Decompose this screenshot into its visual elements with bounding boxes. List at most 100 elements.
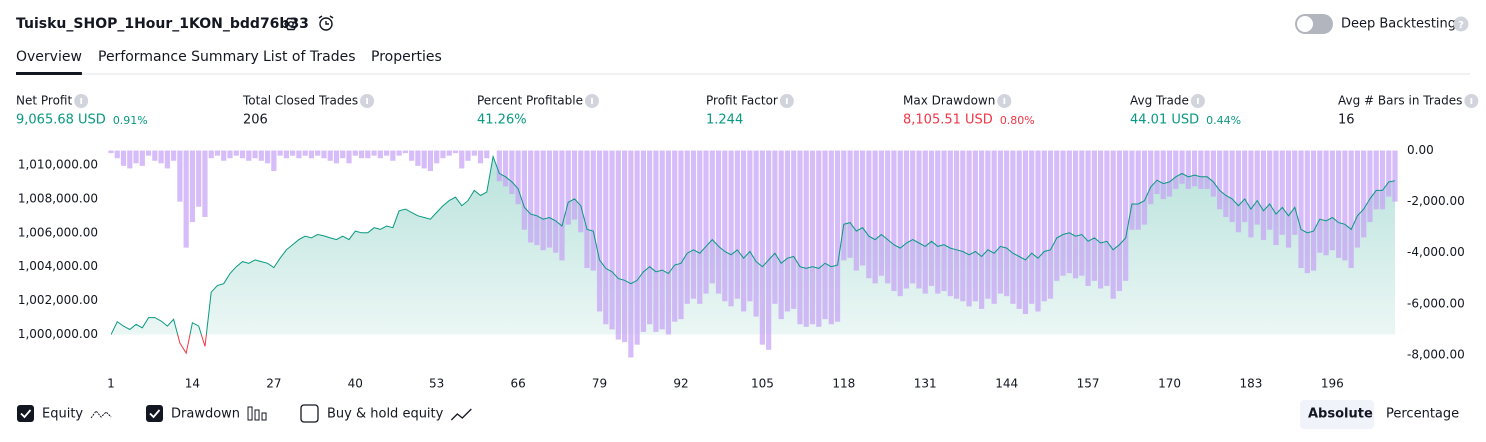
info-icon-dot [1197,98,1199,104]
drawdown-bar [910,150,916,284]
drawdown-bar [1329,150,1335,251]
x-tick-label: 157 [1077,377,1100,391]
tab[interactable]: Overview [16,49,82,65]
drawdown-bar [991,150,997,304]
drawdown-bar [202,150,208,217]
metric-percent: 0.80% [1000,114,1035,127]
drawdown-bar [528,150,534,243]
drawdown-bar [534,150,540,246]
mode-button-bg[interactable] [1300,400,1374,429]
drawdown-bar [246,150,252,161]
drawdown-bar [1217,150,1223,210]
x-tick-label: 144 [995,377,1018,391]
drawdown-bar [1022,150,1029,315]
legend-checkbox[interactable] [300,404,319,423]
drawdown-bar [640,150,646,332]
drawdown-bar [772,150,778,304]
legend-checkbox[interactable] [17,405,34,422]
drawdown-bar [609,150,615,330]
drawdown-bar [1392,150,1398,202]
drawdown-bar [477,150,484,164]
drawdown-bar [233,150,239,156]
drawdown-bar [434,150,440,164]
drawdown-bar [283,150,289,159]
legend-checkbox[interactable] [146,405,163,422]
drawdown-bar [346,150,352,164]
drawdown-bar [1166,150,1173,197]
drawdown-bar [1260,150,1267,240]
y2-tick-label: -2,000.00 [1407,194,1465,208]
alert-icon[interactable] [318,15,334,31]
deep-backtesting-toggle[interactable] [1295,14,1333,34]
toggle-label: Deep Backtesting [1341,17,1456,32]
drawdown-bar [885,150,891,284]
drawdown-bar [709,150,715,284]
drawdown-bar [690,150,697,299]
drawdown-bar [484,150,490,159]
y-tick-label: 1,000,000.00 [18,327,98,341]
info-icon-dot [366,98,368,104]
drawdown-bar [183,150,189,248]
mode-button[interactable]: Percentage [1386,407,1459,422]
x-tick-label: 1 [107,377,115,391]
y-tick-label: 1,004,000.00 [18,259,98,273]
drawdown-bar [791,150,797,309]
tab[interactable]: Performance Summary [98,49,259,65]
drawdown-bar [252,150,258,159]
drawdown-bar [521,150,527,230]
help-icon[interactable] [1453,16,1469,32]
metric-value: 44.01 USD [1130,113,1199,128]
drawdown-bar [1029,150,1035,304]
drawdown-bar [440,150,446,159]
metric-label: Max Drawdown [903,94,995,108]
drawdown-bar [258,150,264,161]
mode-button[interactable]: Absolute [1308,407,1373,422]
drawdown-bar [208,150,214,159]
drawdown-bar [578,150,584,233]
metric-label: Percent Profitable [477,94,583,108]
drawdown-bar [465,150,471,161]
drawdown-bar [1292,150,1298,235]
drawdown-bar [797,150,803,325]
tab[interactable]: Properties [371,49,442,65]
drawdown-bar [546,150,553,248]
info-icon-dot [1470,98,1473,104]
drawdown-bar [164,150,170,169]
drawdown-bar [1242,150,1248,223]
drawdown-bar [1279,150,1285,235]
drawdown-bar [290,150,296,156]
drawdown-bar [847,150,853,258]
drawdown-bar [1104,150,1110,286]
settings-icon[interactable] [284,17,298,31]
drawdown-bar [352,150,358,156]
legend-glyph [261,412,267,421]
tab[interactable]: List of Trades [263,49,356,65]
y-tick-label: 1,008,000.00 [18,191,98,205]
drawdown-bar [139,150,145,166]
drawdown-bar [747,150,753,302]
drawdown-bar [1367,150,1373,223]
drawdown-bar [684,150,690,304]
drawdown-bar [647,150,653,325]
drawdown-bar [1354,150,1361,248]
drawdown-bar [1116,150,1123,292]
drawdown-bar [715,150,722,294]
help-icon-text: ? [1458,20,1464,31]
drawdown-bar [985,150,991,299]
x-tick-label: 183 [1239,377,1262,391]
drawdown-bar [953,150,960,299]
metric-value: 9,065.68 USD [16,113,106,128]
drawdown-bar [1098,150,1104,289]
drawdown-bar [979,150,985,309]
drawdown-bar [277,150,283,156]
drawdown-bar [778,150,784,320]
y-tick-label: 1,010,000.00 [18,157,98,171]
check-mark [149,409,161,419]
drawdown-bar [1110,150,1116,299]
drawdown-bar [145,150,152,156]
legend-glyph [90,410,112,419]
drawdown-bar [383,150,390,156]
metric-value: 206 [243,113,268,128]
drawdown-bar [741,150,747,312]
drawdown-bar [1198,150,1204,189]
